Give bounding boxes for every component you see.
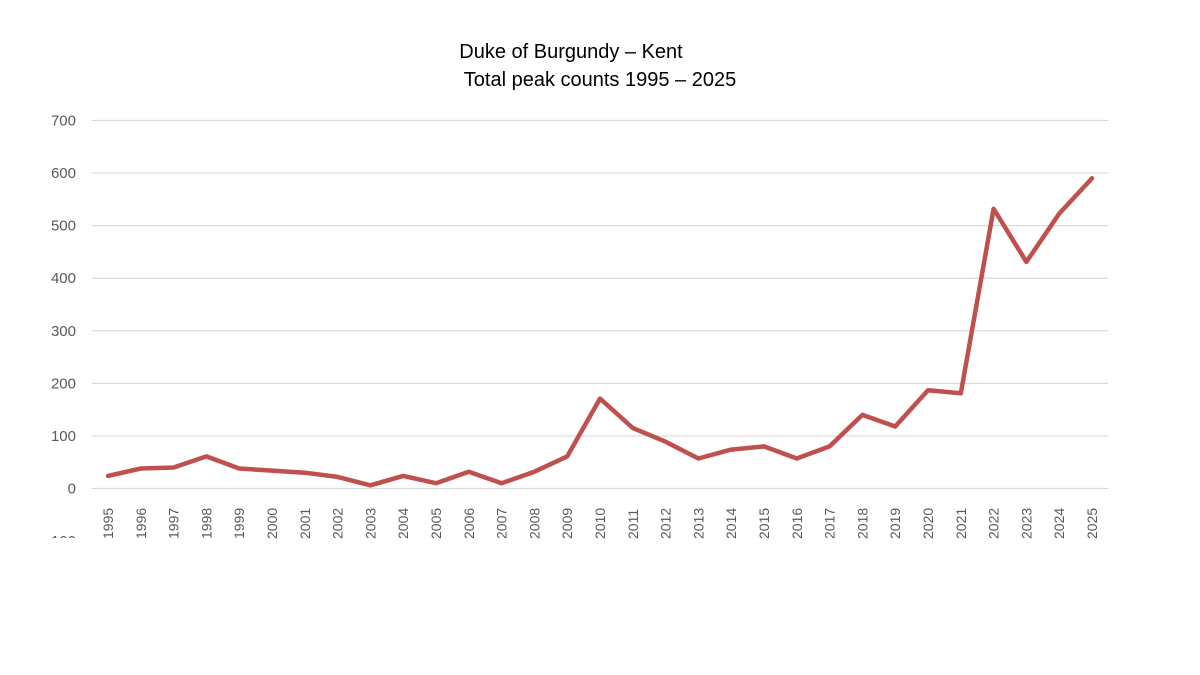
x-tick-label: 1999 (231, 508, 247, 539)
x-tick-label: 1996 (133, 508, 149, 539)
x-axis-ticks: 1995 1996 1997 1998 1999 2000 2001 2002 2003 2004… (100, 508, 1100, 539)
x-tick-label: 2019 (887, 508, 903, 539)
y-axis-ticks: 700 600 500 400 300 200 100 0 -100 (46, 113, 76, 551)
y-tick-label: 300 (51, 323, 76, 340)
x-tick-label: 2001 (297, 508, 313, 539)
x-tick-label: 2020 (920, 508, 936, 539)
x-tick-label: 2018 (854, 508, 870, 539)
x-tick-label: 2009 (559, 508, 575, 539)
x-tick-label: 2002 (330, 508, 346, 539)
x-tick-label: 2007 (494, 508, 510, 539)
x-tick-label: 2012 (658, 508, 674, 539)
x-tick-label: 2014 (723, 508, 739, 539)
y-tick-label: 500 (51, 218, 76, 235)
x-tick-label: 1998 (198, 508, 214, 539)
y-tick-label: 0 (68, 481, 76, 498)
y-tick-label: 200 (51, 375, 76, 392)
x-tick-label: 2022 (986, 508, 1002, 539)
x-tick-label: 1997 (166, 508, 182, 539)
y-tick-label: 400 (51, 270, 76, 287)
y-tick-label: 600 (51, 165, 76, 182)
x-tick-label: 2011 (625, 509, 641, 539)
x-tick-label: 2023 (1018, 508, 1034, 539)
y-tick-label: 700 (51, 113, 76, 130)
y-tick-label: 100 (51, 428, 76, 445)
x-tick-label: 2008 (526, 508, 542, 539)
x-tick-label: 2025 (1084, 508, 1100, 539)
y-tick-label: -100 (46, 533, 76, 550)
series-line (108, 178, 1092, 485)
x-tick-label: 2005 (428, 508, 444, 539)
x-tick-label: 2015 (756, 508, 772, 539)
x-tick-label: 2004 (395, 508, 411, 539)
x-tick-label: 2024 (1051, 508, 1067, 539)
x-tick-label: 2006 (461, 508, 477, 539)
x-tick-label: 1995 (100, 508, 116, 539)
x-tick-label: 2010 (592, 508, 608, 539)
x-tick-label: 2016 (789, 508, 805, 539)
x-tick-label: 2021 (953, 508, 969, 539)
x-tick-label: 2003 (362, 508, 378, 539)
x-tick-label: 2013 (690, 508, 706, 539)
gridlines (92, 121, 1108, 489)
x-tick-label: 2000 (264, 508, 280, 539)
x-tick-label: 2017 (822, 508, 838, 539)
series-layer (108, 178, 1092, 485)
